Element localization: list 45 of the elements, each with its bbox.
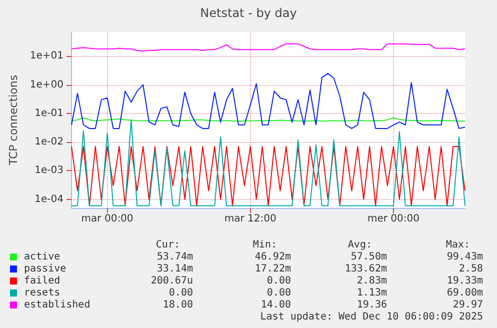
text: 19.33m bbox=[446, 276, 483, 286]
text: 2.58 bbox=[458, 264, 483, 274]
text: 17.22m bbox=[254, 264, 291, 274]
legend-label: failed bbox=[24, 276, 60, 286]
x-tick-label: mar 00:00 bbox=[81, 214, 134, 224]
y-tick-label: 1e+01 bbox=[30, 50, 64, 62]
text: 29.97 bbox=[452, 300, 483, 310]
text: 69.00m bbox=[446, 288, 483, 298]
text: Cur: bbox=[156, 240, 180, 250]
text: Last update: Wed Dec 10 06:00:09 2025 bbox=[260, 312, 483, 322]
y-tick-label: 1e+00 bbox=[30, 79, 64, 90]
text: 0.00 bbox=[266, 288, 291, 298]
chart-title: Netstat - by day bbox=[200, 6, 297, 20]
y-tick-label: 1e-01 bbox=[34, 108, 64, 119]
text: 19.36 bbox=[356, 300, 387, 310]
text: 33.14m bbox=[156, 264, 193, 274]
y-axis-title: TCP connections bbox=[7, 74, 20, 166]
line-series bbox=[71, 146, 466, 206]
y-tick-label: 1e-02 bbox=[34, 136, 64, 148]
y-tick-label: 1e-04 bbox=[34, 194, 64, 205]
text: 18.00 bbox=[162, 300, 193, 310]
text: Min: bbox=[252, 240, 277, 250]
legend-label: passive bbox=[24, 264, 66, 274]
x-tick-label: mer 00:00 bbox=[367, 214, 420, 224]
text: 99.43m bbox=[446, 252, 483, 262]
text: 200.67u bbox=[150, 276, 193, 286]
text: 2.83m bbox=[356, 276, 387, 286]
text: Avg: bbox=[348, 240, 372, 250]
legend-label: active bbox=[24, 252, 60, 262]
y-tick-label: 1e-03 bbox=[34, 165, 64, 176]
legend-label: resets bbox=[24, 288, 60, 298]
text: 0.00 bbox=[266, 276, 291, 286]
text: 0.00 bbox=[168, 288, 193, 298]
text: 57.50m bbox=[350, 252, 387, 262]
text: 46.92m bbox=[254, 252, 291, 262]
line-series bbox=[71, 43, 466, 52]
legend-label: established bbox=[24, 300, 90, 310]
line-series bbox=[71, 72, 466, 129]
line-series bbox=[71, 119, 466, 206]
text: Max: bbox=[446, 240, 470, 250]
text: 1.13m bbox=[356, 288, 387, 298]
text: 53.74m bbox=[156, 252, 193, 262]
text: 14.00 bbox=[260, 300, 291, 310]
x-tick-label: mar 12:00 bbox=[224, 214, 276, 224]
text: 133.62m bbox=[344, 264, 387, 274]
